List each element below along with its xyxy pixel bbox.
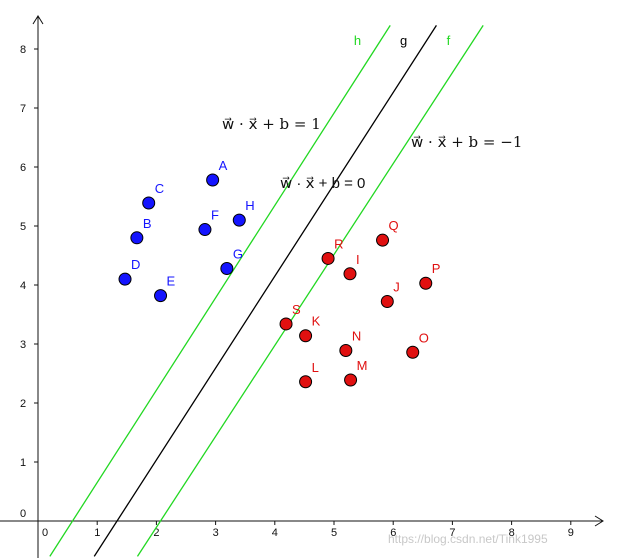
point-label-N: N bbox=[352, 328, 361, 343]
line-label-h: h bbox=[354, 33, 361, 48]
point-G bbox=[220, 261, 234, 275]
axes: 0 1 2 3 4 5 6 7 8 9 0 1 2 3 4 5 6 7 8 bbox=[0, 15, 604, 558]
point-P bbox=[419, 276, 433, 290]
line-label-f: f bbox=[447, 33, 451, 48]
data-points: A B C D E F G H I J K L MN O P Q R S bbox=[118, 158, 441, 389]
point-E bbox=[154, 289, 168, 303]
y-tick-label: 7 bbox=[20, 103, 26, 115]
hyperplane-equation: w⃗ · x⃗ + b = 0 bbox=[280, 175, 365, 192]
y-tick-label: 0 bbox=[20, 508, 26, 520]
point-C bbox=[142, 196, 156, 210]
point-J bbox=[380, 295, 394, 309]
point-label-F: F bbox=[211, 208, 219, 223]
point-label-S: S bbox=[292, 302, 301, 317]
point-label-A: A bbox=[219, 158, 228, 173]
point-K bbox=[299, 329, 313, 343]
point-label-D: D bbox=[131, 257, 140, 272]
line-label-g: g bbox=[400, 33, 407, 48]
point-label-K: K bbox=[312, 314, 321, 329]
point-label-C: C bbox=[155, 181, 164, 196]
point-Q bbox=[376, 233, 390, 247]
x-tick-label: 1 bbox=[94, 527, 100, 539]
y-tick-label: 2 bbox=[20, 398, 26, 410]
point-label-B: B bbox=[143, 216, 152, 231]
point-label-L: L bbox=[312, 360, 319, 375]
watermark: https://blog.csdn.net/Tink1995 bbox=[388, 532, 548, 546]
line-f bbox=[136, 25, 484, 557]
x-tick-label: 4 bbox=[272, 527, 278, 539]
point-label-E: E bbox=[167, 274, 176, 289]
margin-equation-plus: w⃗ · x⃗ + b = 1 bbox=[222, 115, 321, 133]
point-F bbox=[198, 223, 212, 237]
x-tick-label: 6 bbox=[390, 527, 396, 539]
x-tick-label: 8 bbox=[509, 527, 515, 539]
x-tick-label: 3 bbox=[213, 527, 219, 539]
point-A bbox=[206, 173, 220, 187]
y-ticks: 0 1 2 3 4 5 6 7 8 bbox=[20, 44, 38, 522]
point-S bbox=[279, 317, 293, 331]
y-axis-arrow bbox=[32, 15, 44, 25]
point-N bbox=[339, 343, 353, 357]
point-I bbox=[343, 267, 357, 281]
point-label-I: I bbox=[356, 252, 360, 267]
point-O bbox=[406, 345, 420, 359]
y-tick-label: 5 bbox=[20, 221, 26, 233]
point-H bbox=[232, 213, 246, 227]
line-h bbox=[49, 25, 391, 557]
line-g bbox=[93, 25, 437, 557]
x-ticks: 0 1 2 3 4 5 6 7 8 9 bbox=[37, 521, 574, 539]
point-label-P: P bbox=[432, 261, 441, 276]
x-axis-arrow bbox=[594, 515, 604, 527]
point-M bbox=[344, 373, 358, 387]
x-tick-label: 7 bbox=[449, 527, 455, 539]
point-B bbox=[130, 231, 144, 245]
x-tick-label: 0 bbox=[42, 527, 48, 539]
point-label-M: M bbox=[357, 358, 368, 373]
x-tick-label: 5 bbox=[331, 527, 337, 539]
y-tick-label: 4 bbox=[20, 280, 26, 292]
margin-equation-minus: w⃗ · x⃗ + b = −1 bbox=[411, 133, 522, 151]
x-tick-label: 9 bbox=[568, 527, 574, 539]
point-R bbox=[321, 251, 335, 265]
x-tick-label: 2 bbox=[153, 527, 159, 539]
y-tick-label: 1 bbox=[20, 457, 26, 469]
y-tick-label: 3 bbox=[20, 339, 26, 351]
point-label-G: G bbox=[233, 246, 243, 261]
point-label-J: J bbox=[393, 280, 400, 295]
point-label-O: O bbox=[419, 330, 429, 345]
point-label-H: H bbox=[245, 198, 254, 213]
y-tick-label: 6 bbox=[20, 162, 26, 174]
point-D bbox=[118, 272, 132, 286]
point-label-Q: Q bbox=[389, 218, 399, 233]
point-L bbox=[299, 375, 313, 389]
y-tick-label: 8 bbox=[20, 44, 26, 56]
point-label-R: R bbox=[334, 236, 343, 251]
